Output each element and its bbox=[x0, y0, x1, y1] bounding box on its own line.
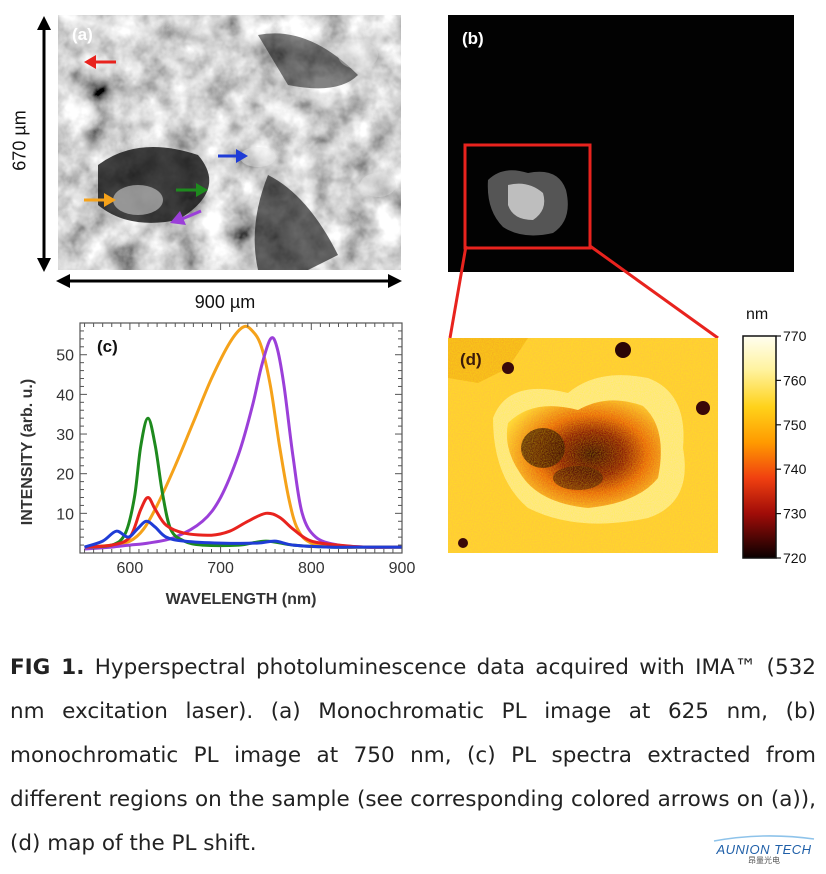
x-tick-label: 600 bbox=[117, 560, 144, 577]
colorbar-tick-label: 740 bbox=[783, 461, 807, 477]
orange-arrow-icon bbox=[84, 193, 116, 207]
y-axis-label: INTENSITY (arb. u.) bbox=[19, 379, 36, 525]
panel-d: (d) bbox=[448, 338, 718, 553]
colorbar-tick-label: 770 bbox=[783, 328, 807, 344]
zoom-connector-lines bbox=[448, 244, 719, 340]
series-line-5 bbox=[84, 519, 402, 549]
series-line-2 bbox=[84, 336, 403, 551]
colorbar-tick-label: 760 bbox=[783, 372, 807, 388]
y-tick-label: 20 bbox=[56, 467, 74, 484]
zoom-region-box bbox=[463, 143, 592, 250]
figure-label: FIG 1. bbox=[10, 655, 85, 680]
panel-b: (b) bbox=[448, 15, 794, 272]
red-arrow-icon bbox=[84, 55, 116, 69]
panel-a-arrows bbox=[84, 55, 248, 225]
logo-swoosh-icon bbox=[713, 835, 815, 842]
colorbar-svg: 770 760 750 740 730 720 bbox=[742, 328, 807, 566]
plot-area bbox=[79, 322, 403, 554]
colorbar-tick-label: 720 bbox=[783, 550, 807, 566]
green-arrow-icon bbox=[176, 183, 208, 197]
purple-arrow-icon bbox=[170, 209, 202, 225]
aunion-tech-logo: AUNION TECH 昂量光电 bbox=[712, 834, 816, 866]
x-axis-label: WAVELENGTH (nm) bbox=[166, 591, 317, 608]
y-tick-label: 50 bbox=[56, 348, 74, 365]
colorbar-tick-label: 750 bbox=[783, 417, 807, 433]
panel-b-image bbox=[448, 15, 794, 272]
width-label: 900 µm bbox=[194, 292, 256, 312]
height-label: 670 µm bbox=[9, 110, 30, 171]
figure-caption-text: Hyperspectral photoluminescence data acq… bbox=[10, 655, 816, 856]
colorbar-tick-label: 730 bbox=[783, 506, 807, 522]
x-tick-label: 800 bbox=[298, 560, 325, 577]
panel-b-label: (b) bbox=[462, 29, 484, 48]
panel-a: (a) bbox=[58, 15, 401, 270]
series-line-4 bbox=[84, 496, 403, 549]
dimension-arrows bbox=[37, 16, 402, 288]
panel-d-image bbox=[448, 338, 718, 553]
y-tick-label: 40 bbox=[56, 387, 74, 404]
x-tick-label: 900 bbox=[389, 560, 416, 577]
x-tick-label: 700 bbox=[207, 560, 234, 577]
figure-caption: FIG 1. Hyperspectral photoluminescence d… bbox=[10, 646, 816, 866]
panel-c-label: (c) bbox=[97, 337, 118, 356]
blue-arrow-icon bbox=[218, 149, 248, 163]
y-tick-label: 10 bbox=[56, 506, 74, 523]
pl-spectra-chart: 600 700 800 900 10 20 30 40 50 WAVELENGTH (nm) I… bbox=[19, 322, 416, 608]
logo-text: AUNION TECH bbox=[716, 842, 812, 857]
y-tick-label: 30 bbox=[56, 427, 74, 444]
panel-a-label: (a) bbox=[72, 25, 93, 44]
colorbar: nm 770 760 750 740 730 720 bbox=[740, 306, 820, 566]
panel-d-label: (d) bbox=[460, 350, 482, 369]
panel-c: 600 700 800 900 10 20 30 40 50 WAVELENGTH (nm) I… bbox=[10, 312, 430, 612]
panel-a-image bbox=[58, 15, 401, 270]
logo-subtext: 昂量光电 bbox=[748, 856, 780, 865]
colorbar-unit: nm bbox=[746, 306, 769, 323]
